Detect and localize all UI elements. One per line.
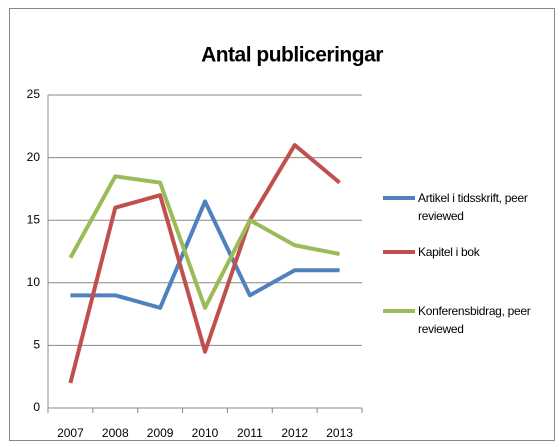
legend-label: Kapitel i bok <box>418 245 480 259</box>
chart-frame <box>9 8 555 441</box>
x-tick-label: 2009 <box>147 426 174 440</box>
y-tick-label: 20 <box>27 150 41 164</box>
y-tick-label: 5 <box>33 338 40 352</box>
x-tick-label: 2012 <box>281 426 308 440</box>
x-tick-label: 2008 <box>102 426 129 440</box>
series-line <box>70 199 340 310</box>
y-tick-label: 15 <box>27 212 41 226</box>
x-tick-label: 2013 <box>326 426 353 440</box>
chart-title: Antal publiceringar <box>201 44 383 67</box>
y-tick-label: 10 <box>27 275 41 289</box>
series-line <box>68 143 341 384</box>
x-tick-label: 2007 <box>57 426 84 440</box>
x-tick-label: 2010 <box>192 426 219 440</box>
y-tick-label: 25 <box>27 87 41 101</box>
y-tick-label: 0 <box>33 400 40 414</box>
legend-label: Artikel i tidsskrift, peer reviewed <box>418 191 528 223</box>
x-tick-label: 2011 <box>237 426 263 440</box>
series-line <box>68 174 340 310</box>
legend-label: Konferensbidrag, peer reviewed <box>418 304 531 336</box>
